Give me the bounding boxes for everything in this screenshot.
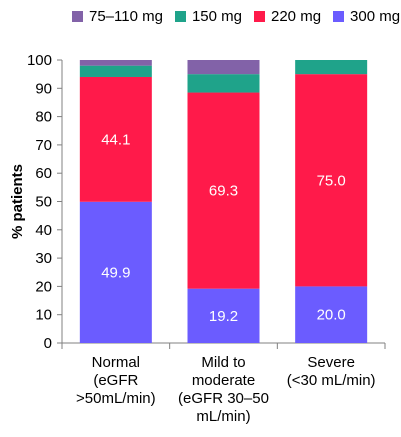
bar-segment — [79, 76, 152, 202]
bar-data-label: 19.2 — [209, 308, 238, 325]
bar-segment — [295, 60, 368, 75]
y-axis-label: % patients — [9, 164, 26, 239]
y-tick-label: 90 — [35, 80, 52, 97]
legend-swatch — [72, 11, 83, 22]
y-tick-label: 10 — [35, 307, 52, 324]
bar-segment — [79, 60, 152, 66]
y-tick-label: 0 — [44, 335, 52, 352]
y-tick-label: 40 — [35, 222, 52, 239]
x-category-label: (<30 mL/min) — [287, 372, 376, 389]
legend-label: 300 mg — [350, 8, 401, 25]
x-category-label: mL/min) — [196, 408, 250, 425]
legend-item: 150 mg — [174, 8, 242, 25]
bar-data-label: 69.3 — [209, 183, 238, 200]
legend-swatch — [254, 11, 265, 22]
chart-legend: 75–110 mg 150 mg 220 mg 300 mg — [72, 8, 400, 25]
legend-swatch — [333, 11, 345, 22]
x-category-label: Normal — [92, 354, 140, 371]
x-category-label: Severe — [307, 354, 355, 371]
legend-swatch — [174, 11, 186, 22]
bar-data-label: 75.0 — [317, 172, 346, 189]
y-tick-label: 100 — [27, 52, 52, 69]
bar-segment — [187, 288, 260, 343]
legend-item: 75–110 mg — [72, 8, 163, 25]
legend-label: 75–110 mg — [89, 8, 163, 25]
y-tick-label: 20 — [35, 278, 52, 295]
bar-segment — [295, 74, 368, 287]
bar-segment — [79, 201, 152, 343]
x-category-label: moderate — [192, 372, 255, 389]
legend-label: 220 mg — [271, 8, 322, 25]
x-category-label: >50mL/min) — [76, 390, 156, 407]
bar-data-label: 20.0 — [317, 307, 346, 324]
bar-segment — [295, 286, 368, 343]
y-tick-label: 70 — [35, 137, 52, 154]
y-tick-label: 80 — [35, 109, 52, 126]
legend-item: 220 mg — [254, 8, 321, 25]
y-tick-label: 50 — [35, 194, 52, 211]
x-category-label: (eGFR 30–50 — [178, 390, 269, 407]
bar-segment — [187, 60, 260, 75]
x-category-label: (eGFR — [93, 372, 138, 389]
bar-data-label: 44.1 — [101, 131, 130, 148]
y-tick-label: 60 — [35, 165, 52, 182]
bar-segment — [79, 65, 152, 77]
bar-data-label: 49.9 — [101, 264, 130, 281]
bar-segment — [187, 74, 260, 93]
y-tick-label: 30 — [35, 250, 52, 267]
x-category-label: Mild to — [201, 354, 245, 371]
legend-item: 300 mg — [333, 8, 400, 25]
legend-label: 150 mg — [191, 8, 242, 25]
bar-segment — [187, 92, 260, 289]
